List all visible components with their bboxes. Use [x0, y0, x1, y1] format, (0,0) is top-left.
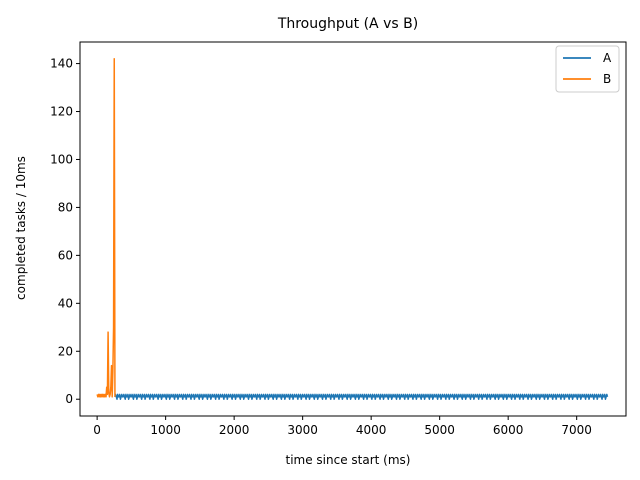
x-axis-ticks: 0 1000 2000 3000 4000 5000 6000 7000: [93, 416, 592, 437]
x-tick-label: 6000: [493, 423, 524, 437]
x-tick-label: 4000: [356, 423, 387, 437]
legend: AB: [555, 45, 620, 93]
y-tick-label: 120: [50, 105, 73, 119]
plot-frame: [79, 41, 627, 417]
legend-label-b: B: [603, 72, 611, 86]
x-tick-label: 7000: [561, 423, 592, 437]
x-tick-label: 3000: [287, 423, 318, 437]
y-tick-label: 20: [58, 344, 73, 358]
y-axis-label: completed tasks / 10ms: [14, 156, 28, 300]
y-tick-label: 60: [58, 248, 73, 262]
x-tick-label: 2000: [219, 423, 250, 437]
series-line-a: [114, 393, 609, 400]
y-tick-label: 0: [65, 392, 73, 406]
y-tick-label: 140: [50, 57, 73, 71]
series-line-b: [96, 58, 116, 398]
y-axis-ticks: 0 20 40 60 80 100 120 140: [50, 57, 80, 406]
y-tick-label: 80: [58, 200, 73, 214]
legend-label-a: A: [603, 51, 612, 65]
y-tick-label: 100: [50, 152, 73, 166]
plot-lines: [96, 58, 609, 400]
x-axis-label: time since start (ms): [286, 453, 411, 467]
x-tick-label: 1000: [150, 423, 181, 437]
chart-title: Throughput (A vs B): [277, 16, 418, 32]
y-tick-label: 40: [58, 296, 73, 310]
x-tick-label: 0: [93, 423, 101, 437]
x-tick-label: 5000: [424, 423, 455, 437]
